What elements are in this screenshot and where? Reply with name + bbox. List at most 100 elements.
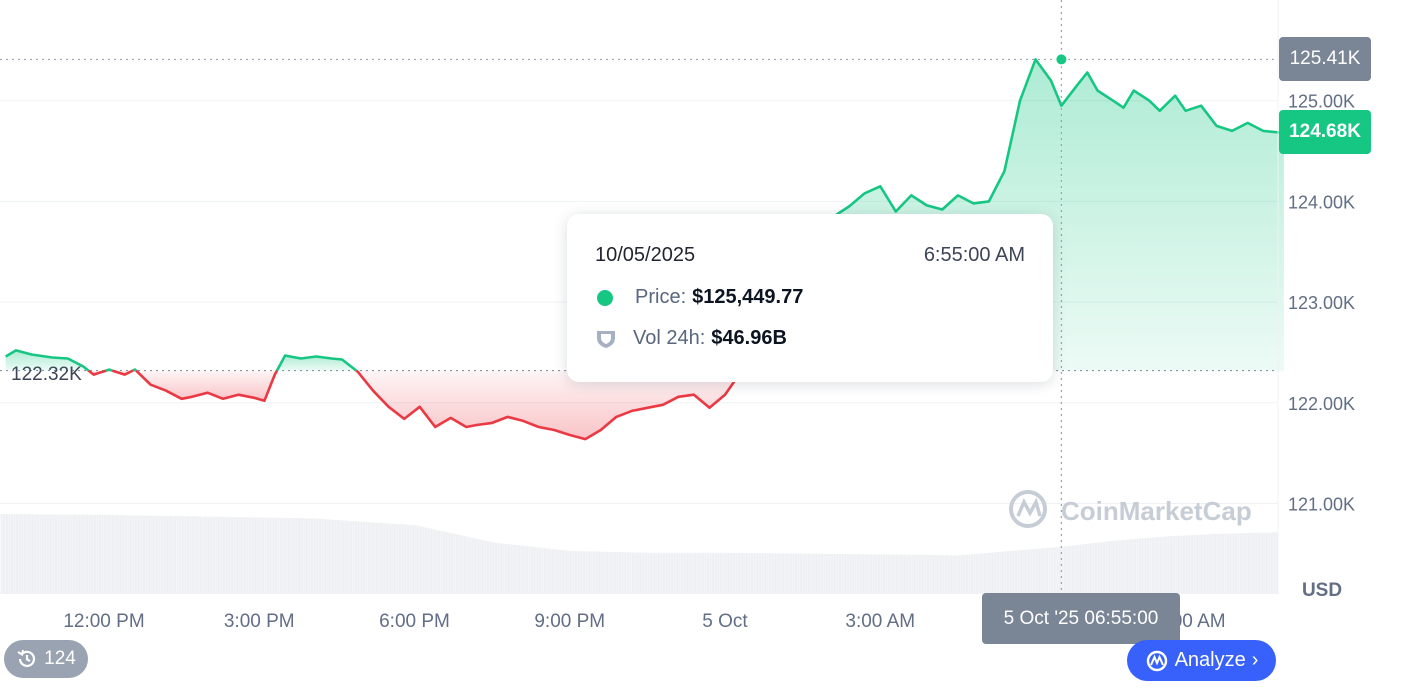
- line-segment-up: [132, 368, 137, 372]
- volume-bar: [479, 539, 482, 594]
- volume-bar: [259, 517, 262, 594]
- volume-bar: [1226, 533, 1230, 594]
- volume-bar: [287, 517, 291, 594]
- volume-bar: [1056, 547, 1059, 594]
- volume-bar: [21, 514, 24, 594]
- volume-bar: [794, 553, 798, 594]
- history-count: 124: [44, 648, 76, 669]
- volume-bar: [370, 522, 373, 594]
- volume-bar: [85, 514, 89, 594]
- volume-bar: [1076, 544, 1080, 594]
- volume-bar: [16, 514, 19, 594]
- volume-bar: [41, 514, 45, 594]
- volume-bar: [631, 552, 635, 594]
- volume-bar: [978, 553, 981, 594]
- volume-bar: [629, 552, 632, 594]
- volume-bar: [662, 552, 666, 594]
- area-down: [136, 370, 277, 401]
- volume-bar: [722, 552, 725, 594]
- volume-bar: [1237, 533, 1240, 594]
- volume-bar: [618, 552, 622, 594]
- volume-bar: [1095, 542, 1098, 594]
- x-tick-label: 12:00 PM: [63, 611, 144, 632]
- volume-bar: [217, 516, 221, 594]
- volume-bar: [986, 552, 989, 594]
- volume-bar: [166, 515, 169, 594]
- history-button[interactable]: 124: [4, 640, 88, 678]
- volume-bar: [109, 514, 112, 594]
- volume-bar: [347, 520, 350, 594]
- volume-bar: [916, 554, 919, 594]
- volume-bar: [207, 516, 210, 594]
- volume-bar: [761, 553, 764, 594]
- volume-bar: [344, 520, 347, 594]
- volume-bar: [362, 521, 366, 594]
- volume-bar: [725, 552, 728, 594]
- volume-bar: [1027, 549, 1031, 594]
- volume-bar: [168, 515, 171, 594]
- x-tick-label: 5 Oct: [702, 611, 748, 632]
- volume-bar: [398, 524, 402, 594]
- volume-bar: [670, 552, 673, 594]
- volume-bar: [132, 515, 135, 594]
- volume-bar: [31, 514, 34, 594]
- volume-bar: [393, 523, 397, 594]
- currency-label: USD: [1302, 580, 1342, 601]
- volume-bar: [1270, 532, 1274, 594]
- y-tick-label: 124.00K: [1288, 192, 1355, 212]
- volume-bar: [210, 516, 213, 594]
- line-segment-up: [105, 368, 113, 372]
- volume-bar: [634, 552, 637, 594]
- volume-bar: [1123, 539, 1126, 594]
- volume-bar: [1265, 532, 1269, 594]
- volume-bar: [1092, 543, 1095, 594]
- volume-bar: [675, 552, 679, 594]
- analyze-button[interactable]: Analyze ›: [1127, 640, 1276, 681]
- volume-bar: [129, 515, 133, 594]
- volume-bar: [947, 555, 950, 594]
- volume-bar: [1151, 537, 1155, 594]
- volume-bar: [285, 517, 288, 594]
- analyze-label: Analyze: [1174, 649, 1246, 671]
- volume-bar: [411, 525, 415, 594]
- volume-bar: [342, 520, 345, 594]
- volume-bar: [913, 554, 917, 594]
- volume-bar: [49, 514, 52, 594]
- volume-bar: [336, 520, 340, 594]
- volume-bar: [135, 515, 138, 594]
- baseline-value-label: 122.32K: [11, 364, 82, 385]
- volume-bar: [849, 554, 852, 594]
- volume-bar: [859, 554, 862, 594]
- volume-shield-icon: [597, 330, 615, 348]
- volume-bar: [1107, 541, 1111, 594]
- volume-bar: [536, 547, 539, 594]
- volume-bar: [176, 516, 179, 594]
- volume-bar: [409, 524, 412, 594]
- volume-bar: [57, 514, 60, 594]
- volume-bar: [8, 514, 11, 594]
- volume-bar: [298, 518, 301, 594]
- volume-bar: [792, 553, 795, 594]
- volume-bar: [626, 552, 629, 594]
- volume-bar: [673, 552, 676, 594]
- volume-bar: [1242, 533, 1245, 594]
- volume-bar: [717, 552, 720, 594]
- volume-bar: [375, 522, 378, 594]
- coinmarketcap-logo-icon: [1009, 490, 1047, 528]
- volume-bar: [968, 554, 971, 594]
- volume-bar: [349, 520, 353, 594]
- volume-bar: [437, 530, 441, 594]
- volume-bar: [34, 514, 37, 594]
- volume-bar: [1079, 544, 1082, 594]
- volume-bar: [624, 552, 627, 594]
- volume-bar: [784, 553, 787, 594]
- volume-bar: [1045, 547, 1049, 594]
- volume-bar: [147, 515, 151, 594]
- volume-bar: [906, 554, 909, 594]
- volume-bar: [1219, 533, 1222, 594]
- volume-bar: [202, 516, 205, 594]
- volume-bar: [771, 553, 774, 594]
- volume-bar: [1141, 538, 1144, 594]
- volume-bar: [186, 516, 190, 594]
